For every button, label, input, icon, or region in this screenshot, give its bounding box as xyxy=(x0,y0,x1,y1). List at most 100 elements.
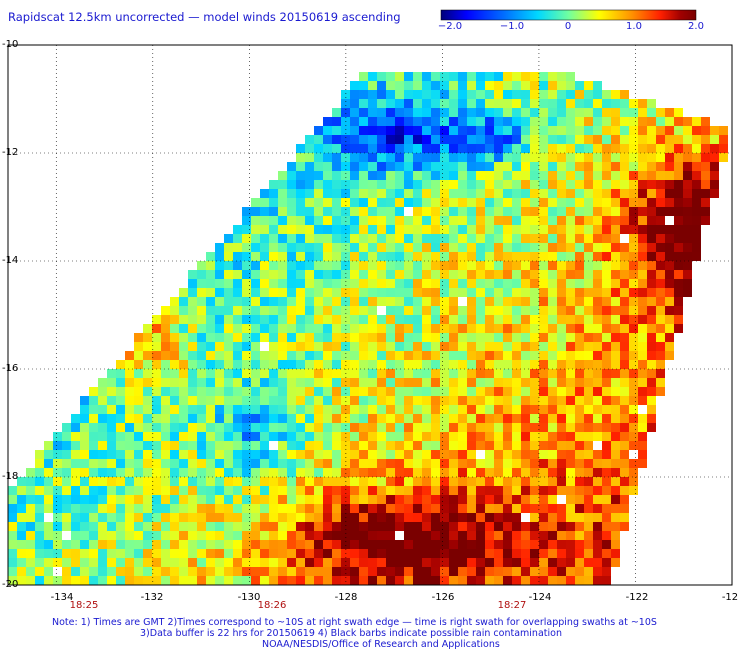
swath-cell xyxy=(665,261,674,270)
swath-cell xyxy=(539,351,548,360)
swath-cell xyxy=(521,414,530,423)
swath-cell xyxy=(377,423,386,432)
swath-cell xyxy=(566,486,575,495)
swath-cell xyxy=(134,423,143,432)
swath-cell xyxy=(485,261,494,270)
swath-cell xyxy=(422,81,431,90)
swath-cell xyxy=(458,72,467,81)
swath-cell xyxy=(260,198,269,207)
swath-cell xyxy=(89,531,98,540)
swath-cell xyxy=(449,162,458,171)
swath-cell xyxy=(206,360,215,369)
swath-cell xyxy=(26,504,35,513)
swath-cell xyxy=(629,207,638,216)
swath-cell xyxy=(476,135,485,144)
swath-cell xyxy=(125,522,134,531)
swath-cell xyxy=(503,333,512,342)
swath-cell xyxy=(233,297,242,306)
swath-cell xyxy=(602,468,611,477)
swath-cell xyxy=(422,387,431,396)
swath-cell xyxy=(422,378,431,387)
swath-cell xyxy=(647,180,656,189)
swath-cell xyxy=(638,378,647,387)
swath-cell xyxy=(350,324,359,333)
swath-cell xyxy=(395,540,404,549)
swath-cell xyxy=(440,171,449,180)
swath-cell xyxy=(242,225,251,234)
swath-cell xyxy=(413,486,422,495)
swath-cell xyxy=(431,531,440,540)
swath-cell xyxy=(242,495,251,504)
swath-cell xyxy=(350,90,359,99)
swath-cell xyxy=(584,207,593,216)
swath-cell xyxy=(458,81,467,90)
swath-cell xyxy=(566,126,575,135)
swath-cell xyxy=(251,216,260,225)
swath-cell xyxy=(602,207,611,216)
swath-cell xyxy=(332,558,341,567)
swath-cell xyxy=(611,450,620,459)
swath-cell xyxy=(188,477,197,486)
swath-cell xyxy=(584,108,593,117)
swath-cell xyxy=(503,153,512,162)
swath-cell xyxy=(89,405,98,414)
swath-cell xyxy=(134,468,143,477)
swath-cell xyxy=(548,405,557,414)
swath-cell xyxy=(206,558,215,567)
swath-cell xyxy=(611,441,620,450)
swath-cell xyxy=(233,513,242,522)
swath-cell xyxy=(530,567,539,576)
swath-cell xyxy=(485,396,494,405)
swath-cell xyxy=(413,405,422,414)
swath-cell xyxy=(557,504,566,513)
swath-cell xyxy=(332,567,341,576)
swath-cell xyxy=(395,171,404,180)
swath-cell xyxy=(386,216,395,225)
swath-cell xyxy=(116,414,125,423)
swath-cell xyxy=(602,405,611,414)
swath-cell xyxy=(494,441,503,450)
swath-cell xyxy=(377,252,386,261)
swath-cell xyxy=(602,459,611,468)
swath-cell xyxy=(530,99,539,108)
swath-cell xyxy=(440,99,449,108)
swath-cell xyxy=(377,369,386,378)
swath-cell xyxy=(287,486,296,495)
swath-cell xyxy=(332,225,341,234)
swath-cell xyxy=(548,378,557,387)
swath-cell xyxy=(566,450,575,459)
swath-cell xyxy=(332,414,341,423)
swath-cell xyxy=(503,486,512,495)
swath-cell xyxy=(251,270,260,279)
swath-cell xyxy=(611,378,620,387)
swath-cell xyxy=(557,513,566,522)
swath-cell xyxy=(575,90,584,99)
swath-cell xyxy=(287,162,296,171)
swath-cell xyxy=(386,189,395,198)
swath-cell xyxy=(314,558,323,567)
swath-cell xyxy=(422,108,431,117)
swath-cell xyxy=(476,468,485,477)
swath-cell xyxy=(575,135,584,144)
swath-cell xyxy=(656,270,665,279)
swath-cell xyxy=(530,324,539,333)
swath-cell xyxy=(593,243,602,252)
swath-cell xyxy=(548,99,557,108)
swath-cell xyxy=(368,90,377,99)
swath-cell xyxy=(224,360,233,369)
swath-cell xyxy=(251,477,260,486)
swath-cell xyxy=(710,189,719,198)
swath-cell xyxy=(404,378,413,387)
swath-cell xyxy=(647,162,656,171)
swath-cell xyxy=(368,360,377,369)
swath-cell xyxy=(620,477,629,486)
swath-cell xyxy=(215,360,224,369)
swath-cell xyxy=(224,315,233,324)
swath-cell xyxy=(224,468,233,477)
swath-cell xyxy=(539,252,548,261)
swath-cell xyxy=(269,315,278,324)
swath-cell xyxy=(26,468,35,477)
swath-cell xyxy=(674,243,683,252)
lat-tick: -16 xyxy=(2,363,19,374)
swath-cell xyxy=(476,207,485,216)
